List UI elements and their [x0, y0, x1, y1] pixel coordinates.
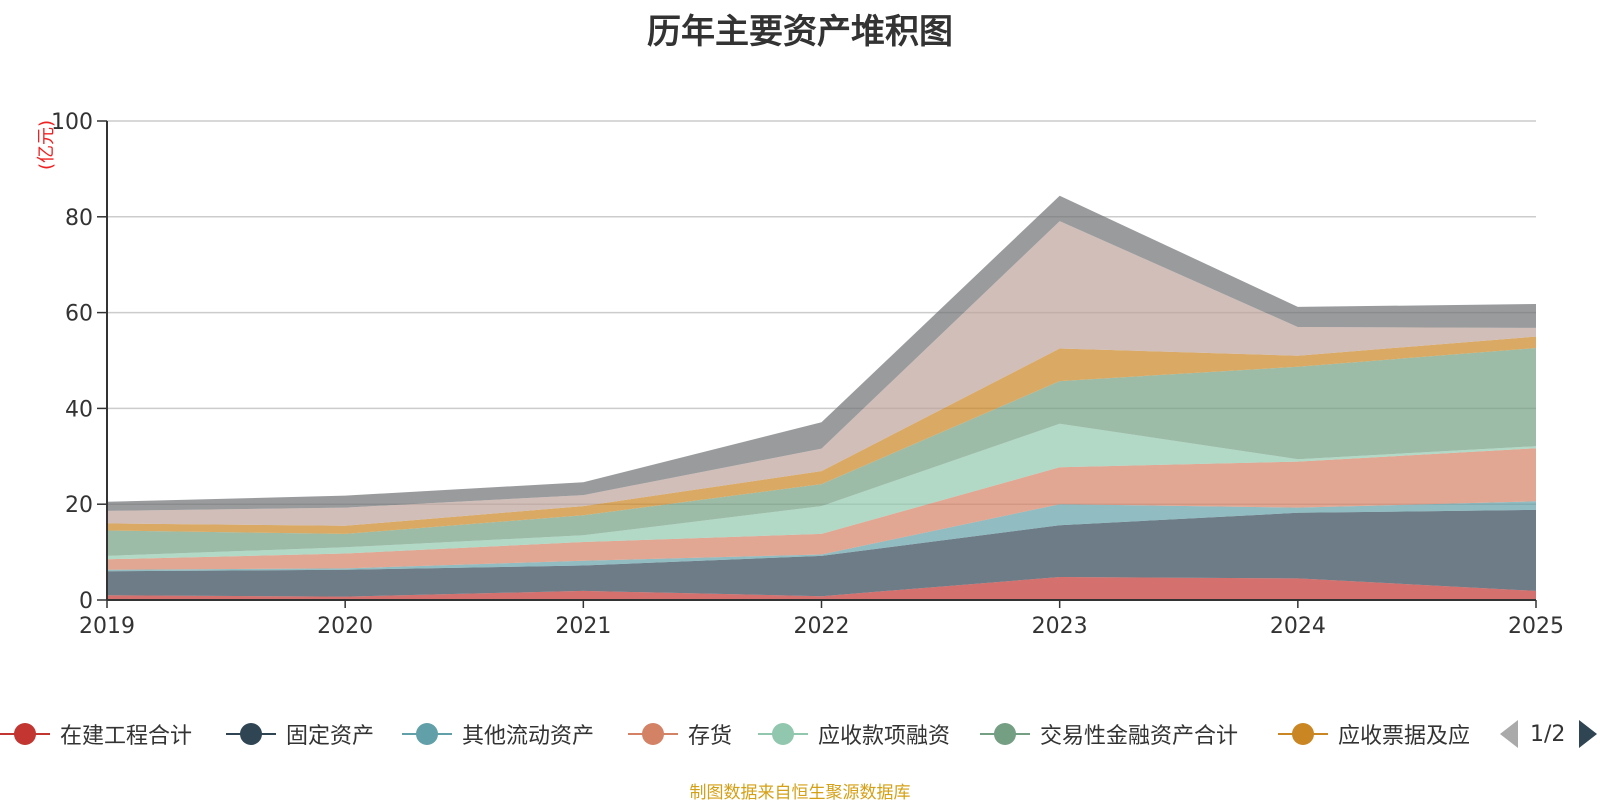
legend-item-0[interactable]: 在建工程合计: [0, 716, 192, 752]
y-tick-label-100: 100: [51, 110, 93, 135]
data-source-note: 制图数据来自恒生聚源数据库: [689, 783, 911, 803]
area-series-8[interactable]: [107, 195, 1536, 511]
legend-marker-icon: [0, 716, 50, 752]
legend-item-1[interactable]: 固定资产: [226, 716, 374, 752]
area-series-4[interactable]: [107, 423, 1536, 560]
legend-marker-icon: [402, 716, 452, 752]
chart-title: 历年主要资产堆积图: [647, 12, 953, 52]
y-tick-label-60: 60: [65, 302, 93, 327]
legend-marker-icon: [226, 716, 276, 752]
legend-item-6[interactable]: 应收票据及应: [1278, 716, 1470, 752]
x-tick-label-2021: 2021: [555, 614, 611, 639]
x-tick-label-2020: 2020: [317, 614, 373, 639]
area-series-6[interactable]: [107, 336, 1536, 534]
area-series: [107, 195, 1536, 600]
legend-label: 固定资产: [286, 724, 375, 749]
x-tick-label-2019: 2019: [79, 614, 135, 639]
legend: 在建工程合计 固定资产 其他流动资产 存货 应收款项融资 交易性金融资产合计 应收票据及应: [0, 716, 1600, 752]
area-series-0[interactable]: [107, 577, 1536, 600]
y-tick-label-80: 80: [65, 206, 93, 231]
x-tick-label-2024: 2024: [1270, 614, 1326, 639]
area-series-7[interactable]: [107, 221, 1536, 526]
legend-label: 交易性金融资产合计: [1040, 724, 1239, 749]
legend-prev-page-icon[interactable]: [1500, 720, 1518, 748]
legend-label: 存货: [688, 724, 733, 749]
legend-page-indicator: 1/2: [1530, 721, 1566, 747]
legend-item-2[interactable]: 其他流动资产: [402, 716, 594, 752]
tick-labels: 0 20 40 60 80 100 2019 2020 2021 2022 2023 2024 2025: [51, 110, 1564, 639]
legend-item-3[interactable]: 存货: [628, 716, 732, 752]
y-axis-label: (亿元): [36, 120, 57, 170]
area-series-3[interactable]: [107, 448, 1536, 570]
legend-marker-icon: [628, 716, 678, 752]
area-series-2[interactable]: [107, 501, 1536, 572]
x-tick-label-2023: 2023: [1032, 614, 1088, 639]
legend-item-4[interactable]: 应收款项融资: [758, 716, 950, 752]
legend-label: 在建工程合计: [60, 724, 193, 749]
stacked-area-chart: 0 20 40 60 80 100 2019 2020 2021 2022 2023 2024 2025…: [36, 110, 1564, 639]
legend-marker-icon: [758, 716, 808, 752]
area-series-5[interactable]: [107, 348, 1536, 556]
y-tick-label-0: 0: [79, 589, 93, 614]
legend-item-5[interactable]: 交易性金融资产合计: [980, 716, 1238, 752]
legend-pager: 1/2: [1500, 716, 1598, 752]
y-tick-label-40: 40: [65, 397, 93, 422]
legend-next-page-icon[interactable]: [1579, 720, 1598, 748]
area-series-1[interactable]: [107, 509, 1536, 597]
legend-label: 应收票据及应: [1338, 724, 1471, 749]
x-tick-label-2025: 2025: [1508, 614, 1564, 639]
legend-label: 其他流动资产: [462, 724, 595, 749]
legend-marker-icon: [980, 716, 1030, 752]
legend-label: 应收款项融资: [818, 724, 951, 749]
y-tick-label-20: 20: [65, 493, 93, 518]
legend-marker-icon: [1278, 716, 1328, 752]
x-tick-label-2022: 2022: [794, 614, 850, 639]
